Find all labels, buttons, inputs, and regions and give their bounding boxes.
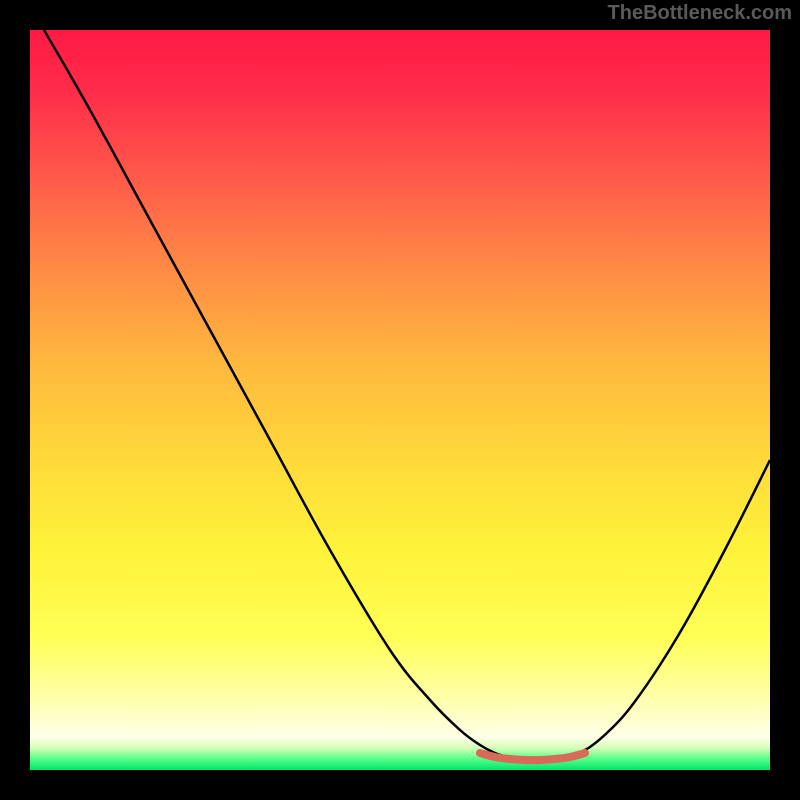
curve-layer <box>30 30 770 770</box>
watermark-text: TheBottleneck.com <box>608 2 792 25</box>
plot-area <box>30 30 770 770</box>
optimal-range-highlight <box>480 753 585 760</box>
bottleneck-curve <box>44 30 770 759</box>
